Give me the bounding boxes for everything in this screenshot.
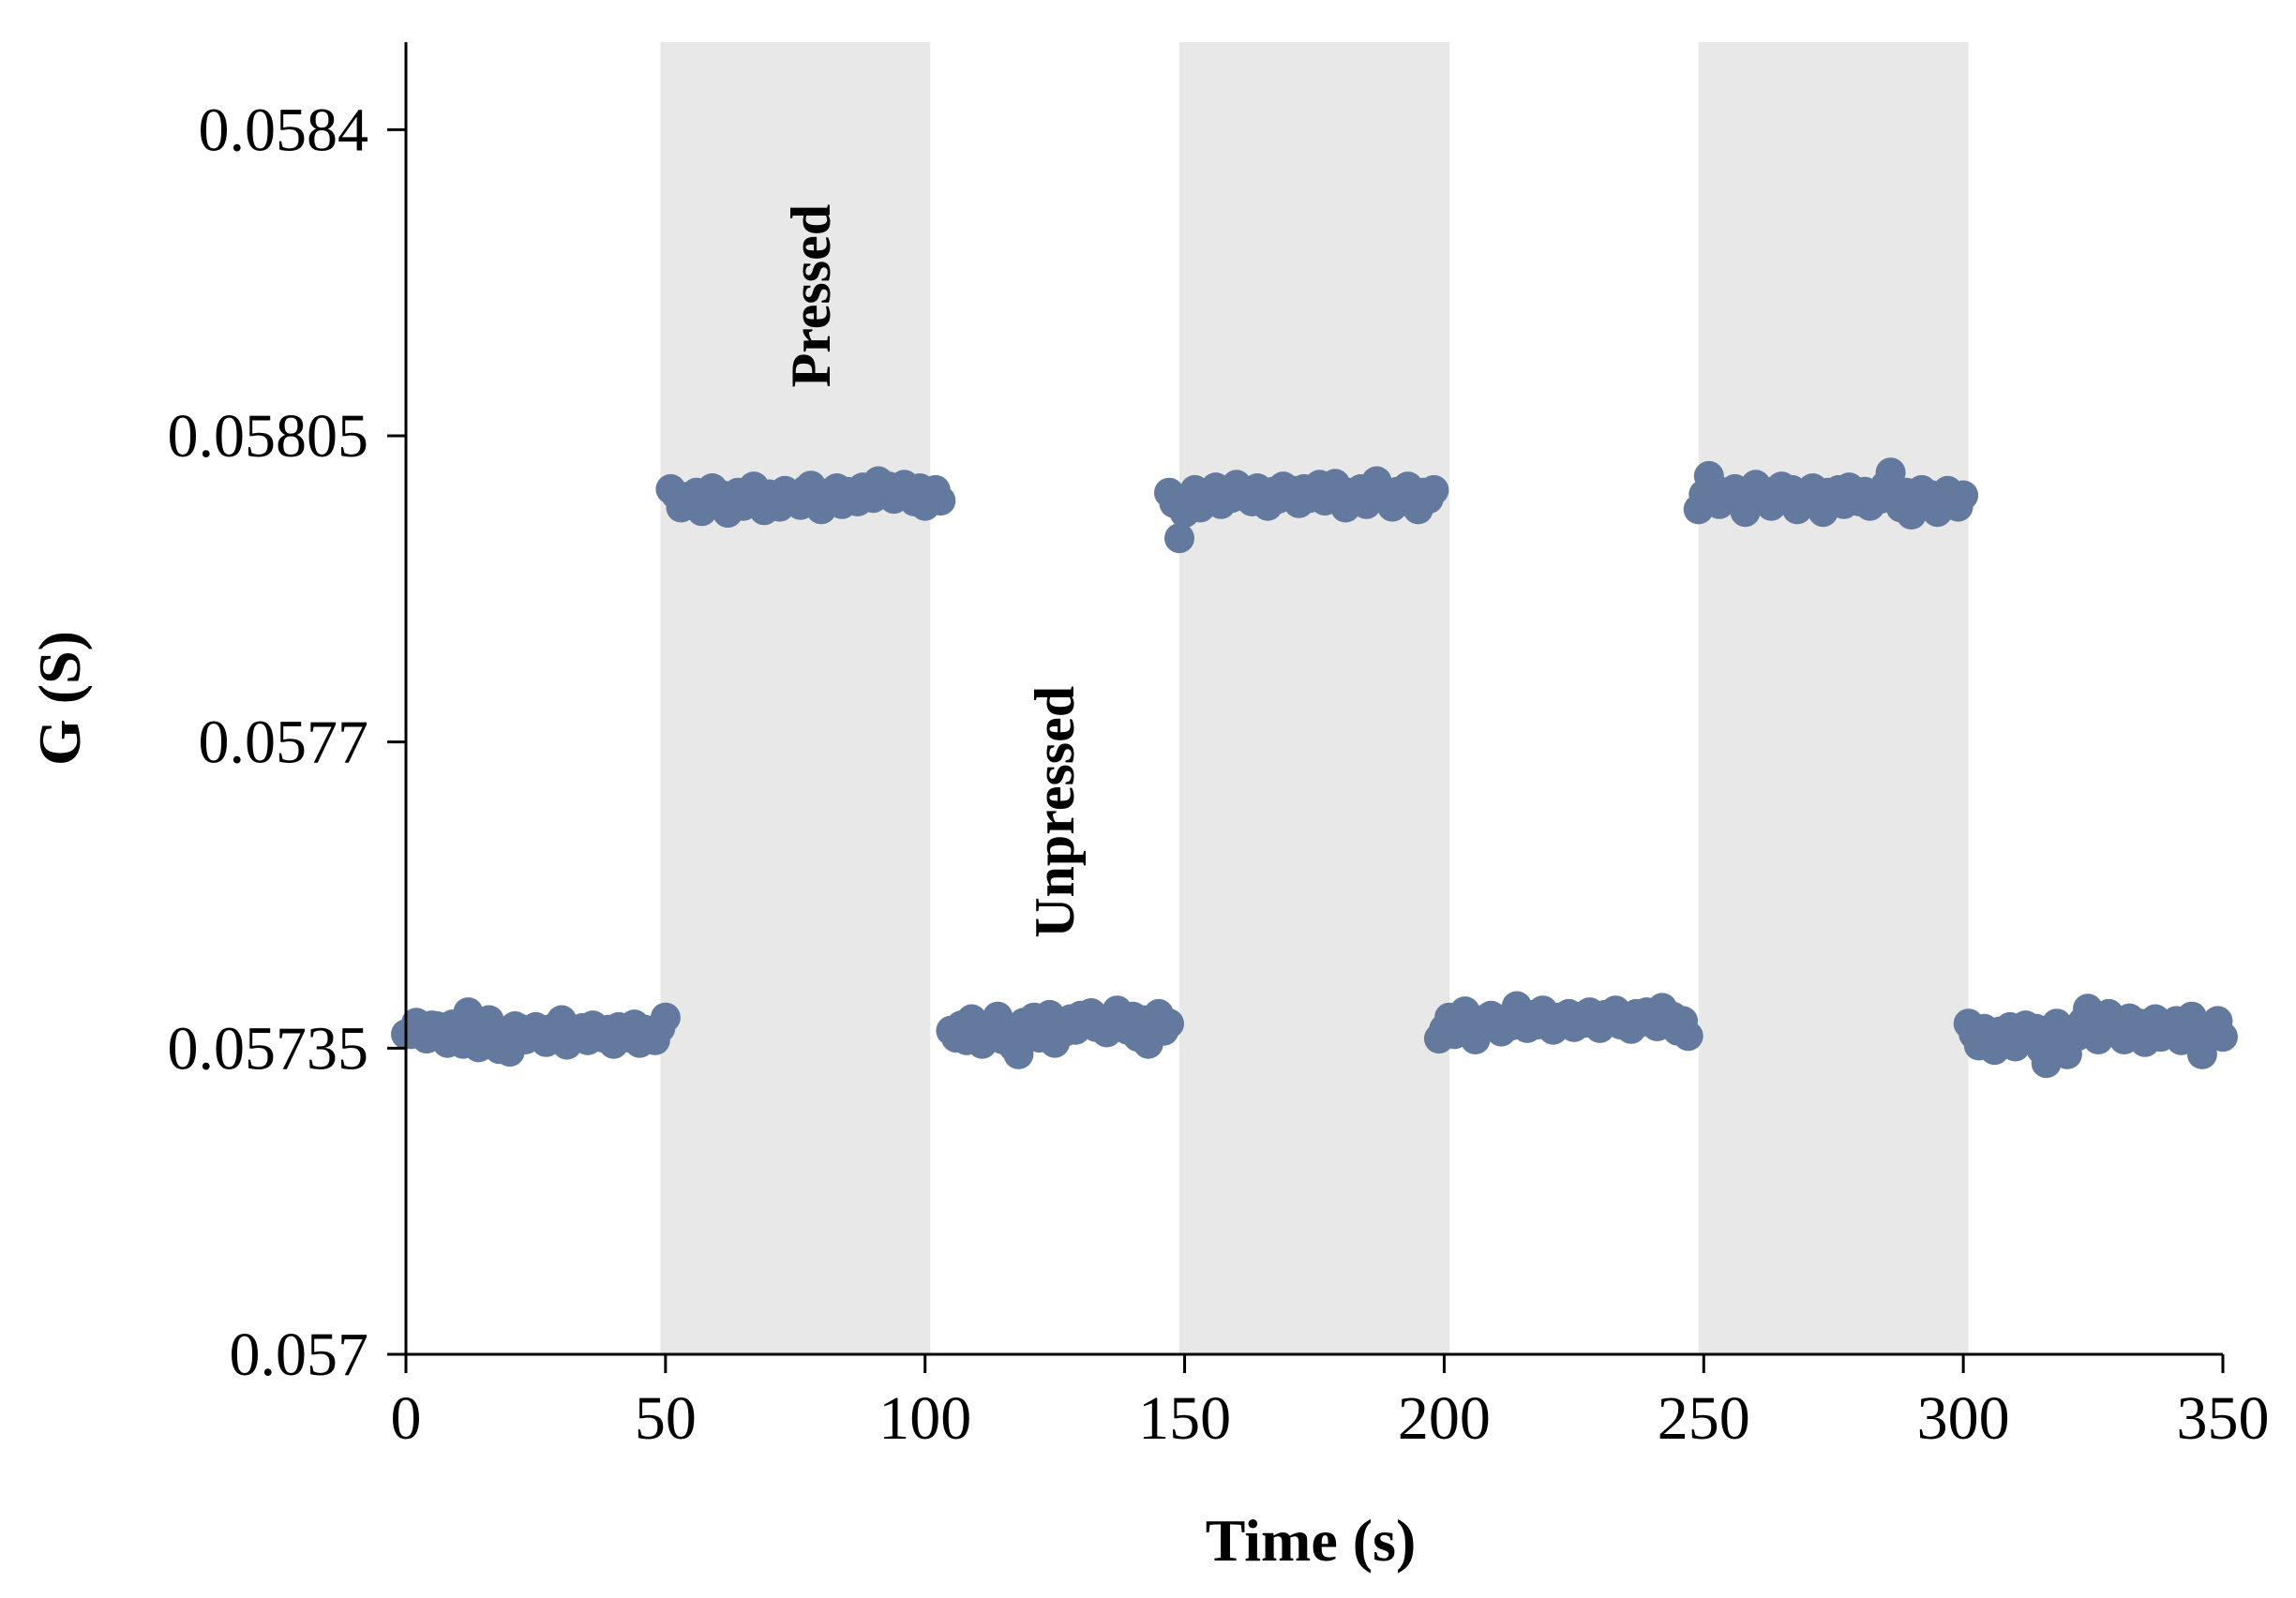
x-tick-label-0: 0 (391, 1384, 422, 1453)
pressed-band-3 (1698, 42, 1969, 1354)
data-point-247 (1673, 1021, 1703, 1052)
x-tick-label-5: 250 (1658, 1384, 1750, 1453)
annotation-pressed: Pressed (780, 204, 842, 388)
y-tick-label-2: 0.0577 (199, 709, 369, 777)
x-tick-label-2: 100 (878, 1384, 971, 1453)
x-tick-label-1: 50 (635, 1384, 697, 1453)
x-tick-label-3: 150 (1138, 1384, 1231, 1453)
annotation-unpressed: Unpressed (1024, 686, 1086, 938)
y-axis-label: G (S) (26, 631, 93, 766)
data-point-149 (1164, 523, 1194, 554)
axes: 0 50 100 150 200 250 300 350 0.057 0.05735 0.0577 0… (168, 42, 2270, 1453)
x-tick-label-4: 200 (1398, 1384, 1491, 1453)
x-axis-label: Time (s) (1206, 1507, 1417, 1574)
annotations: Pressed Unpressed (780, 204, 1086, 938)
data-point-198 (1418, 474, 1449, 505)
data-points (391, 457, 2238, 1079)
pressed-bands (660, 42, 1969, 1354)
y-tick-label-0: 0.057 (230, 1321, 369, 1389)
data-point-299 (1948, 480, 1979, 511)
data-point-103 (925, 485, 956, 516)
x-tick-label-6: 300 (1917, 1384, 2010, 1453)
pressed-band-1 (660, 42, 931, 1354)
data-point-285 (1875, 457, 1906, 488)
y-tick-label-4: 0.0584 (199, 96, 369, 164)
y-tick-label-1: 0.05735 (168, 1014, 369, 1083)
data-point-146 (1154, 1008, 1184, 1039)
pressed-band-2 (1179, 42, 1449, 1354)
y-tick-label-3: 0.05805 (168, 402, 369, 470)
data-point-349 (2208, 1022, 2238, 1053)
x-tick-label-7: 350 (2177, 1384, 2270, 1453)
data-point-50 (650, 1002, 681, 1033)
